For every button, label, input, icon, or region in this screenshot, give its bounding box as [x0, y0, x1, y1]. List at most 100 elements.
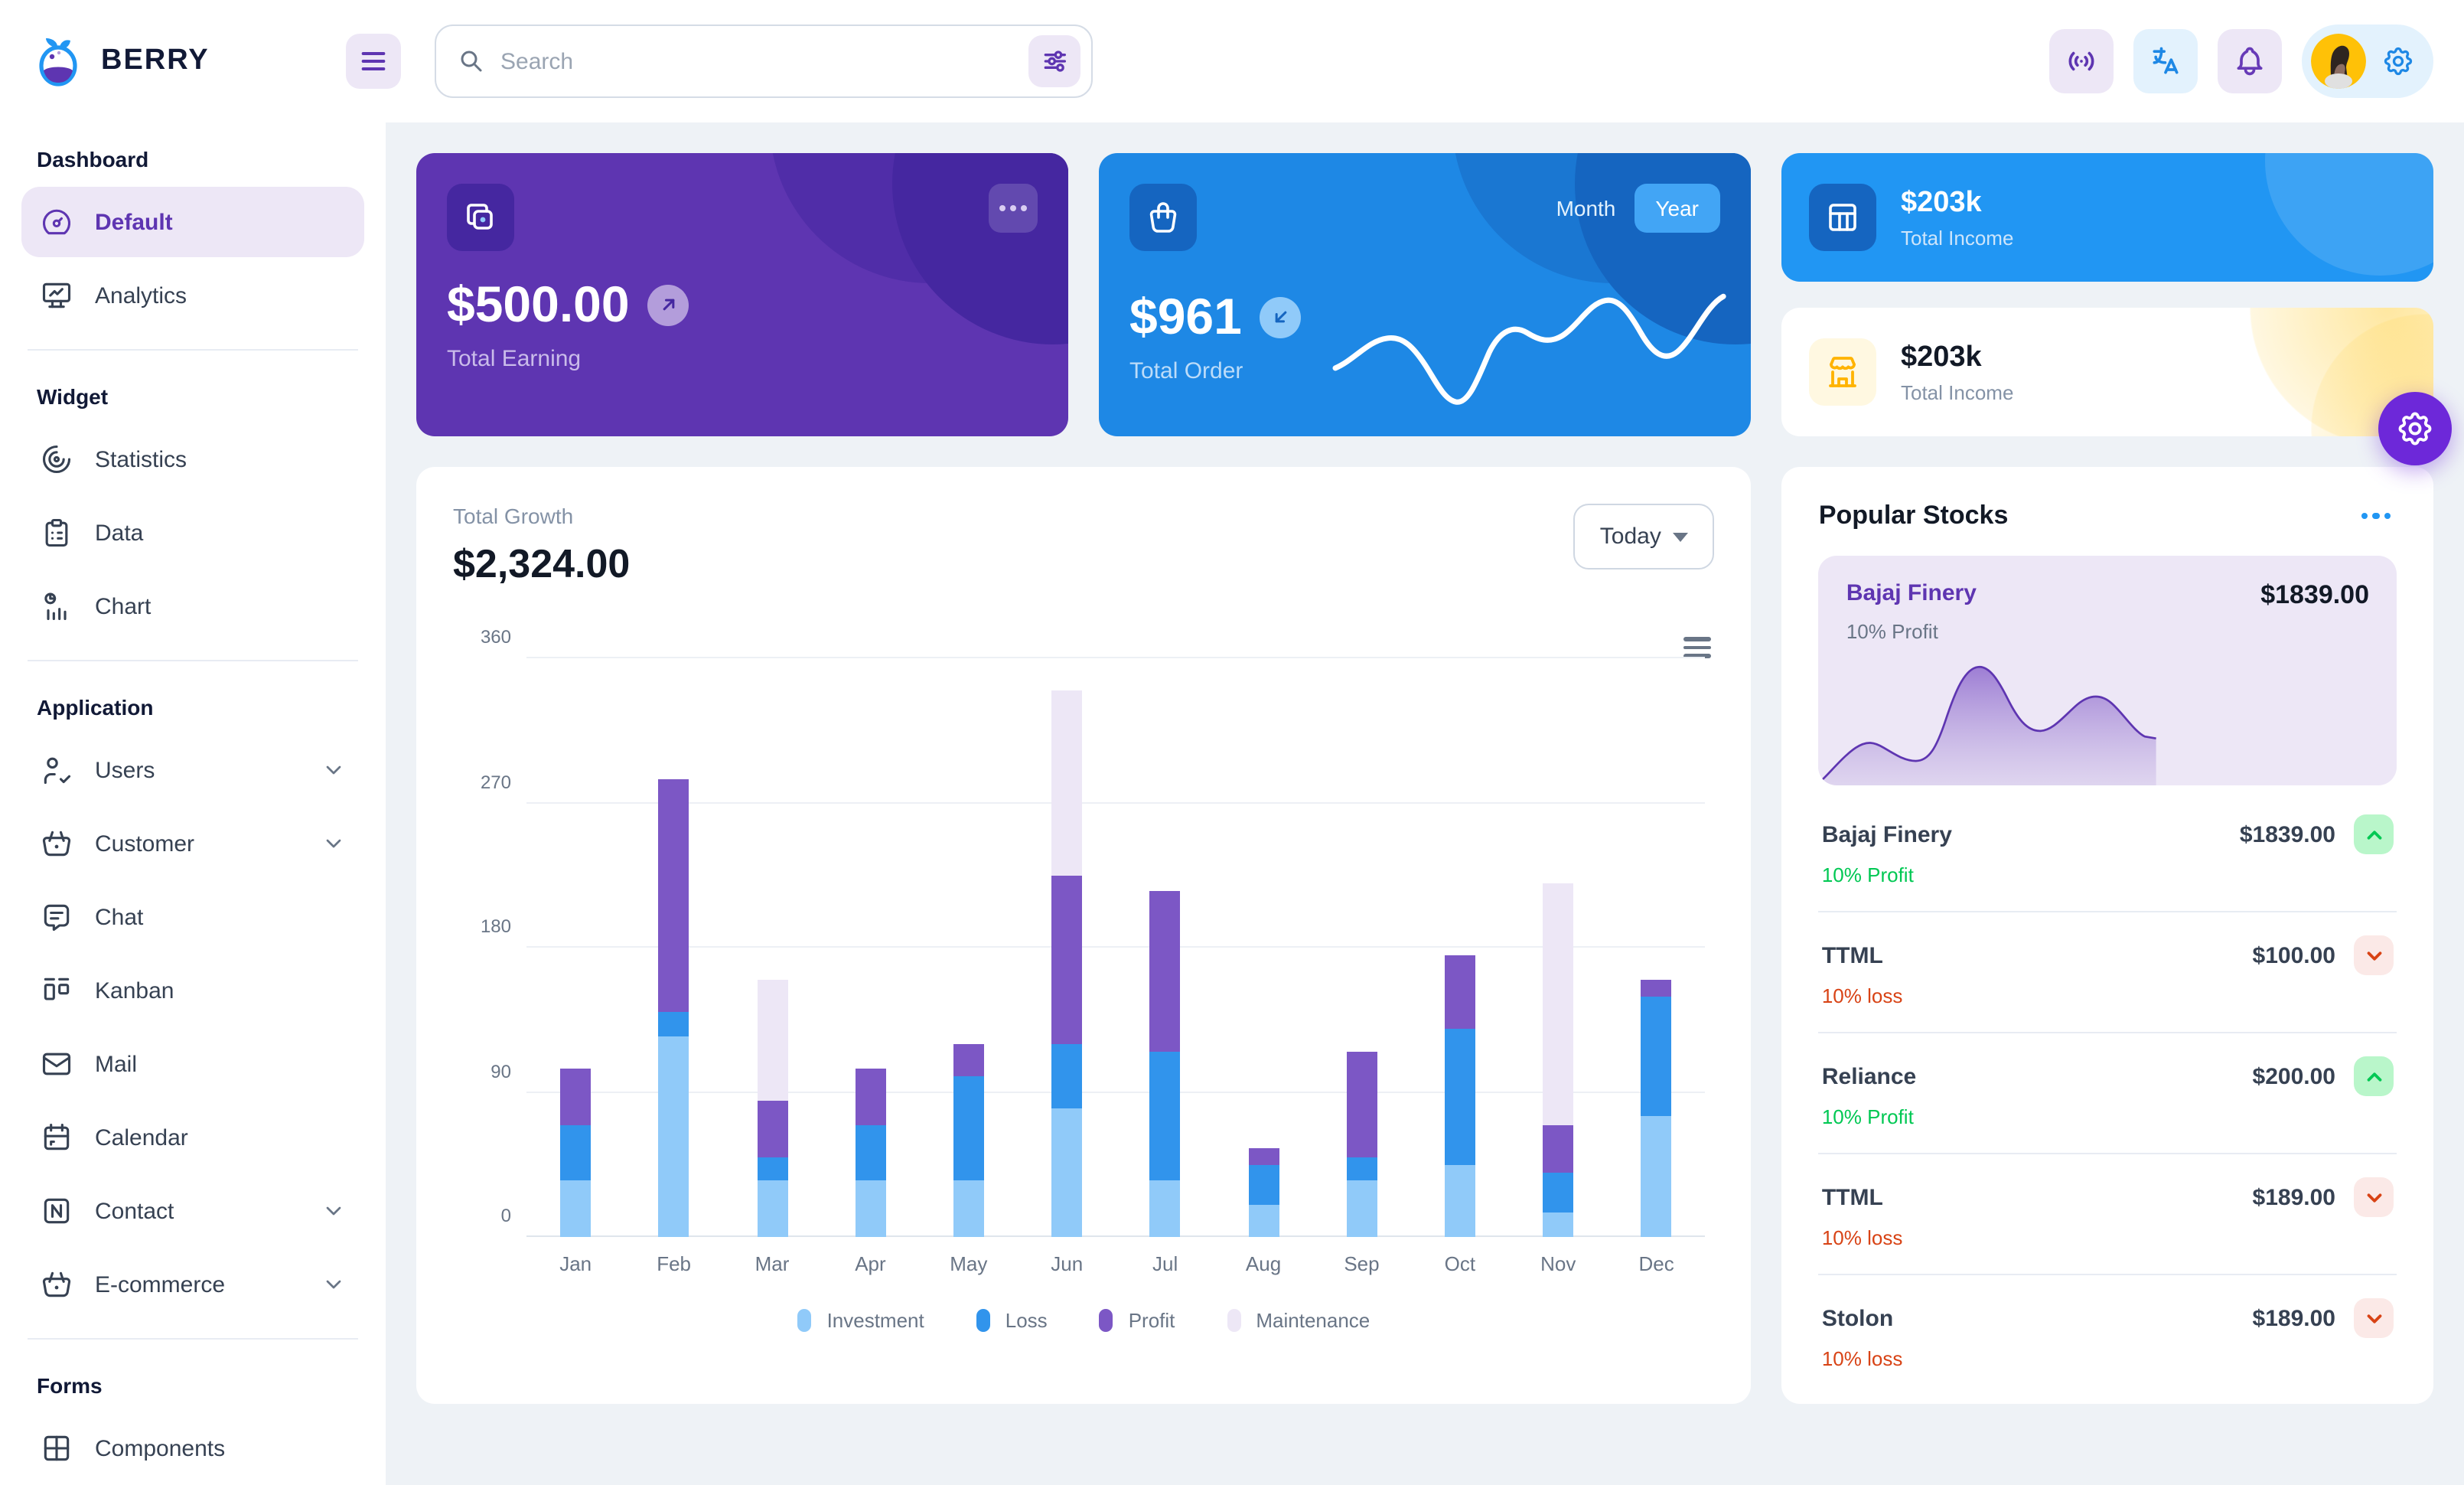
profile-menu-button[interactable]: [2302, 24, 2433, 98]
sidebar-item-customer[interactable]: Customer: [21, 808, 364, 879]
sidebar-nav: Dashboard Default Analytics Widget Statistic…: [0, 122, 386, 1485]
sidebar-item-chat[interactable]: Chat: [21, 882, 364, 952]
x-axis-tick-label: Nov: [1540, 1252, 1576, 1275]
copy-cards-icon: [467, 204, 493, 230]
bar-segment-maintenance: [757, 980, 787, 1101]
sidebar-item-chart[interactable]: Chart: [21, 571, 364, 641]
month-toggle-button[interactable]: Month: [1556, 196, 1616, 220]
legend-swatch: [976, 1309, 990, 1332]
stacked-bar-dec[interactable]: [1641, 980, 1672, 1237]
sidebar-item-users[interactable]: Users: [21, 735, 364, 805]
card-menu-button[interactable]: [989, 184, 1038, 233]
stock-row-reliance[interactable]: Reliance $200.00 10% Profit: [1818, 1033, 2397, 1154]
legend-swatch: [1227, 1309, 1241, 1332]
sidebar-item-default[interactable]: Default: [21, 187, 364, 257]
legend-item-profit[interactable]: Profit: [1099, 1309, 1175, 1332]
stacked-bar-jul[interactable]: [1149, 891, 1181, 1237]
sidebar-item-kanban[interactable]: Kanban: [21, 955, 364, 1026]
growth-chart: 0 90 180 270 360 Jan Feb Mar Apr May Jun Jul Aug Sep…: [453, 626, 1715, 1332]
sidebar-item-data[interactable]: Data: [21, 498, 364, 568]
sidebar-item-label: Kanban: [95, 977, 174, 1004]
stock-row-ttml[interactable]: TTML $189.00 10% loss: [1818, 1154, 2397, 1275]
table-icon: [1829, 204, 1856, 231]
x-axis-tick-label: Jan: [559, 1252, 592, 1275]
total-earning-value: $500.00: [447, 276, 630, 332]
total-growth-card: Total Growth $2,324.00 Today 0 90 180 270 36…: [416, 467, 1752, 1404]
y-axis-tick-label: 90: [491, 1060, 511, 1082]
x-axis-labels: Jan Feb Mar Apr May Jun Jul Aug Sep Oct Nov Dec: [526, 1252, 1706, 1275]
gridline: [526, 1091, 1706, 1092]
income-dark-icon-box: [1809, 184, 1876, 251]
sidebar-item-label: E-commerce: [95, 1271, 226, 1297]
bar-segment-investment: [1641, 1116, 1672, 1237]
mail-icon: [40, 1047, 73, 1081]
search-filter-button[interactable]: [1028, 35, 1080, 87]
bar-segment-loss: [1248, 1164, 1279, 1205]
customization-fab[interactable]: [2378, 392, 2452, 465]
y-axis-tick-label: 270: [480, 771, 511, 792]
trend-down-chevron-badge: [2354, 1298, 2394, 1338]
featured-stock-price: $1839.00: [2260, 580, 2369, 609]
income-dark-value: $203k: [1901, 186, 1982, 218]
sidebar-toggle-button[interactable]: [346, 34, 401, 89]
stacked-bar-feb[interactable]: [658, 778, 689, 1237]
stock-row-bajaj-finery[interactable]: Bajaj Finery $1839.00 10% Profit: [1818, 791, 2397, 912]
arrow-down-left-icon: [1275, 311, 1287, 323]
stock-name: Reliance: [1821, 1063, 1917, 1089]
featured-stock-card[interactable]: Bajaj Finery $1839.00 10% Profit: [1818, 556, 2397, 785]
sidebar-item-contact[interactable]: Contact: [21, 1176, 364, 1246]
sidebar-item-label: Contact: [95, 1198, 174, 1224]
sidebar-divider: [28, 1338, 358, 1340]
legend-item-loss[interactable]: Loss: [976, 1309, 1048, 1332]
bar-segment-investment: [1149, 1180, 1181, 1237]
sidebar-item-components[interactable]: Components: [21, 1413, 364, 1483]
legend-item-maintenance[interactable]: Maintenance: [1227, 1309, 1370, 1332]
stacked-bar-oct[interactable]: [1444, 955, 1475, 1237]
sidebar-item-statistics[interactable]: Statistics: [21, 424, 364, 494]
stacked-bar-jun[interactable]: [1051, 690, 1083, 1237]
stacked-bar-sep[interactable]: [1346, 1052, 1377, 1237]
search-input[interactable]: [500, 48, 1013, 74]
sidebar-item-calendar[interactable]: Calendar: [21, 1102, 364, 1173]
popular-stocks-title: Popular Stocks: [1818, 501, 2009, 530]
sidebar-item-analytics[interactable]: Analytics: [21, 260, 364, 331]
notifications-button[interactable]: [2218, 29, 2282, 93]
stock-row-ttml[interactable]: TTML $100.00 10% loss: [1818, 912, 2397, 1033]
trend-up-chevron-badge: [2354, 1056, 2394, 1096]
language-button[interactable]: [2133, 29, 2198, 93]
hamburger-icon: [361, 52, 386, 70]
legend-item-investment[interactable]: Investment: [797, 1309, 924, 1332]
x-axis-tick-label: Mar: [755, 1252, 790, 1275]
x-axis-tick-label: Feb: [657, 1252, 691, 1275]
stacked-bar-mar[interactable]: [757, 980, 787, 1237]
bar-chart-plot: 0 90 180 270 360: [481, 626, 1706, 1237]
y-axis-tick-label: 360: [480, 626, 511, 648]
featured-stock-name: Bajaj Finery: [1846, 580, 1977, 606]
stacked-bar-nov[interactable]: [1543, 883, 1574, 1237]
year-toggle-button[interactable]: Year: [1634, 184, 1720, 233]
bar-segment-investment: [1248, 1205, 1279, 1237]
income-light-value: $203k: [1901, 341, 1982, 373]
sidebar-item-e-commerce[interactable]: E-commerce: [21, 1249, 364, 1320]
stock-row-stolon[interactable]: Stolon $189.00 10% loss: [1819, 1275, 2397, 1395]
stacked-bar-may[interactable]: [953, 1044, 984, 1237]
stock-trend-label: 10% Profit: [1821, 1105, 1914, 1128]
stock-price: $200.00: [2252, 1063, 2335, 1089]
brand-logo[interactable]: BERRY: [0, 35, 386, 87]
bar-segment-profit: [1543, 1124, 1574, 1173]
stacked-bar-aug[interactable]: [1248, 1148, 1279, 1237]
income-light-label: Total Income: [1901, 380, 2014, 403]
broadcast-icon: [2068, 51, 2094, 71]
stacked-bar-jan[interactable]: [560, 1068, 592, 1237]
bar-segment-loss: [757, 1157, 787, 1181]
storefront-icon: [1829, 357, 1856, 387]
translate-icon: [2153, 47, 2179, 74]
earning-icon-box: [447, 184, 514, 251]
broadcast-button[interactable]: [2049, 29, 2114, 93]
stacked-bar-apr[interactable]: [855, 1068, 886, 1237]
stocks-menu-button[interactable]: [2355, 507, 2397, 526]
chart-menu-button[interactable]: [1683, 637, 1712, 662]
sidebar-item-mail[interactable]: Mail: [21, 1029, 364, 1099]
chevron-down-icon: [321, 831, 346, 856]
range-select[interactable]: Today: [1573, 504, 1715, 570]
